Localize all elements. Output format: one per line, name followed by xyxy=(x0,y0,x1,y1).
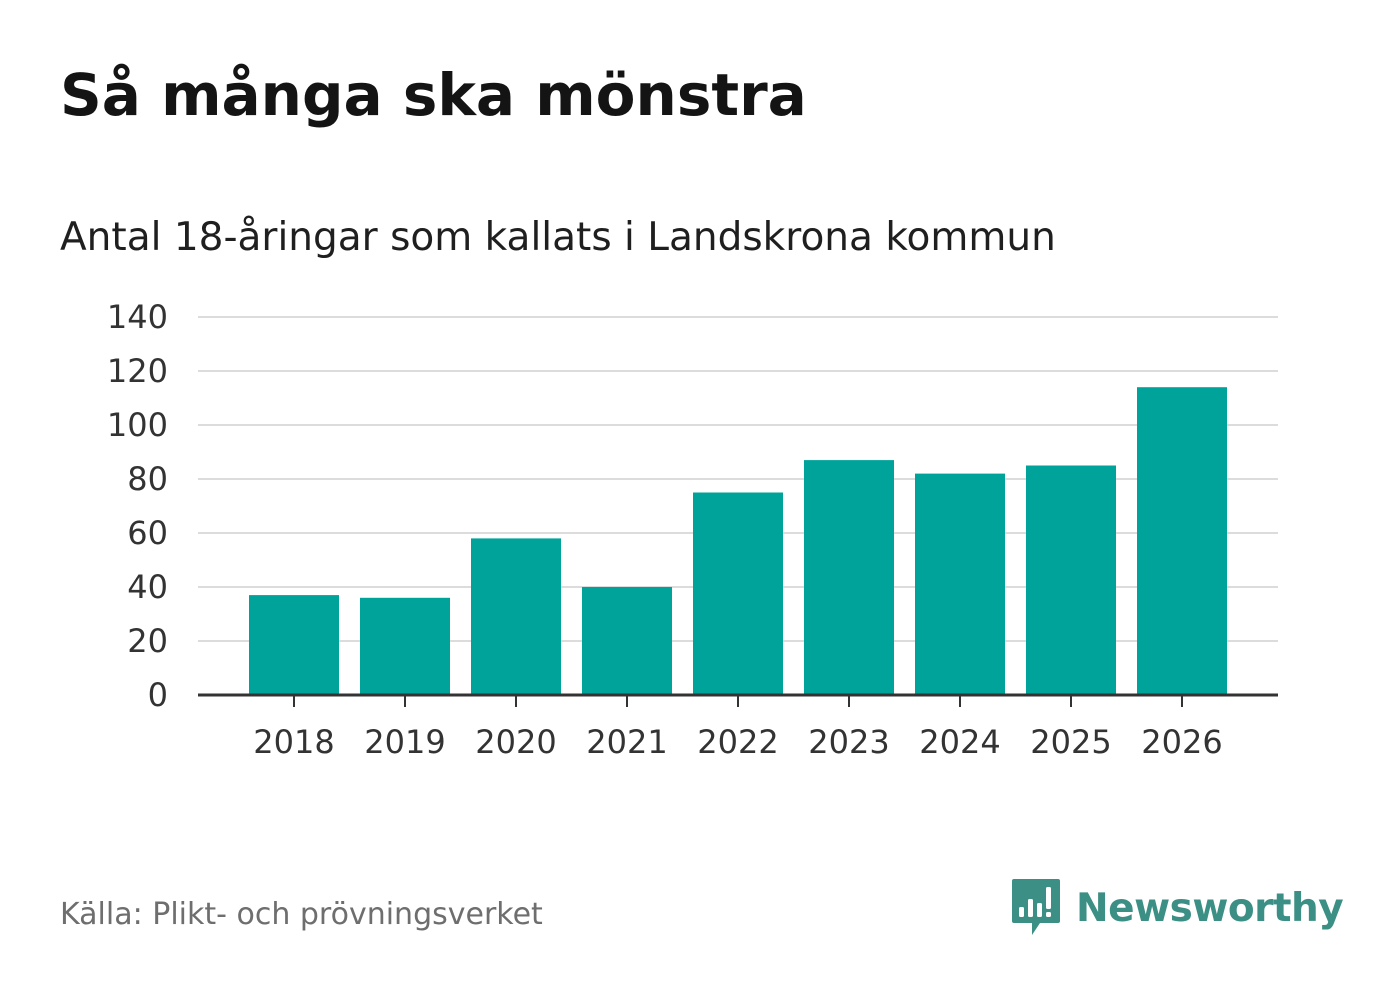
bar-2023 xyxy=(804,460,894,695)
y-tick-label: 0 xyxy=(148,676,168,714)
x-tick-label: 2025 xyxy=(1030,723,1111,761)
chart-title: Så många ska mönstra xyxy=(60,61,807,129)
bar-2018 xyxy=(249,595,339,695)
y-tick-label: 140 xyxy=(107,298,168,336)
bar-2024 xyxy=(915,473,1005,695)
bar-2021 xyxy=(582,587,672,695)
chart-subtitle: Antal 18-åringar som kallats i Landskron… xyxy=(60,215,1056,260)
bar-2019 xyxy=(360,597,450,695)
x-tick-label: 2020 xyxy=(475,723,556,761)
y-tick-label: 120 xyxy=(107,352,168,390)
y-tick-label: 40 xyxy=(127,568,168,606)
bar-2026 xyxy=(1137,387,1227,695)
x-tick-label: 2018 xyxy=(253,723,334,761)
axes: 0 20 40 60 80 100 120 140 2018 2019 2020 2021 2022 20… xyxy=(107,298,1278,761)
y-tick-label: 60 xyxy=(127,514,168,552)
x-tick-label: 2023 xyxy=(808,723,889,761)
bar-chart: 0 20 40 60 80 100 120 140 2018 2019 2020 2021 2022 20… xyxy=(107,298,1278,761)
x-tick-label: 2021 xyxy=(586,723,667,761)
y-tick-label: 20 xyxy=(127,622,168,660)
source-note: Källa: Plikt- och prövningsverket xyxy=(60,897,543,932)
brand-name: Newsworthy xyxy=(1076,885,1344,931)
y-tick-label: 80 xyxy=(127,460,168,498)
y-tick-label: 100 xyxy=(107,406,168,444)
bar-2020 xyxy=(471,538,561,695)
bar-2025 xyxy=(1026,465,1116,695)
newsworthy-brand: Newsworthy xyxy=(1010,877,1344,939)
newsworthy-logo-icon xyxy=(1012,879,1060,935)
x-tick-label: 2024 xyxy=(919,723,1000,761)
bars xyxy=(249,387,1227,695)
x-tick-label: 2022 xyxy=(697,723,778,761)
x-tick-label: 2026 xyxy=(1141,723,1222,761)
bar-2022 xyxy=(693,492,783,695)
x-tick-label: 2019 xyxy=(364,723,445,761)
